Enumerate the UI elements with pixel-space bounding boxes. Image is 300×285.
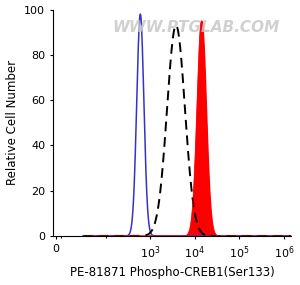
X-axis label: PE-81871 Phospho-CREB1(Ser133): PE-81871 Phospho-CREB1(Ser133) [70, 266, 274, 280]
Text: WWW.PTGLAB.COM: WWW.PTGLAB.COM [112, 20, 279, 35]
Y-axis label: Relative Cell Number: Relative Cell Number [6, 60, 19, 185]
